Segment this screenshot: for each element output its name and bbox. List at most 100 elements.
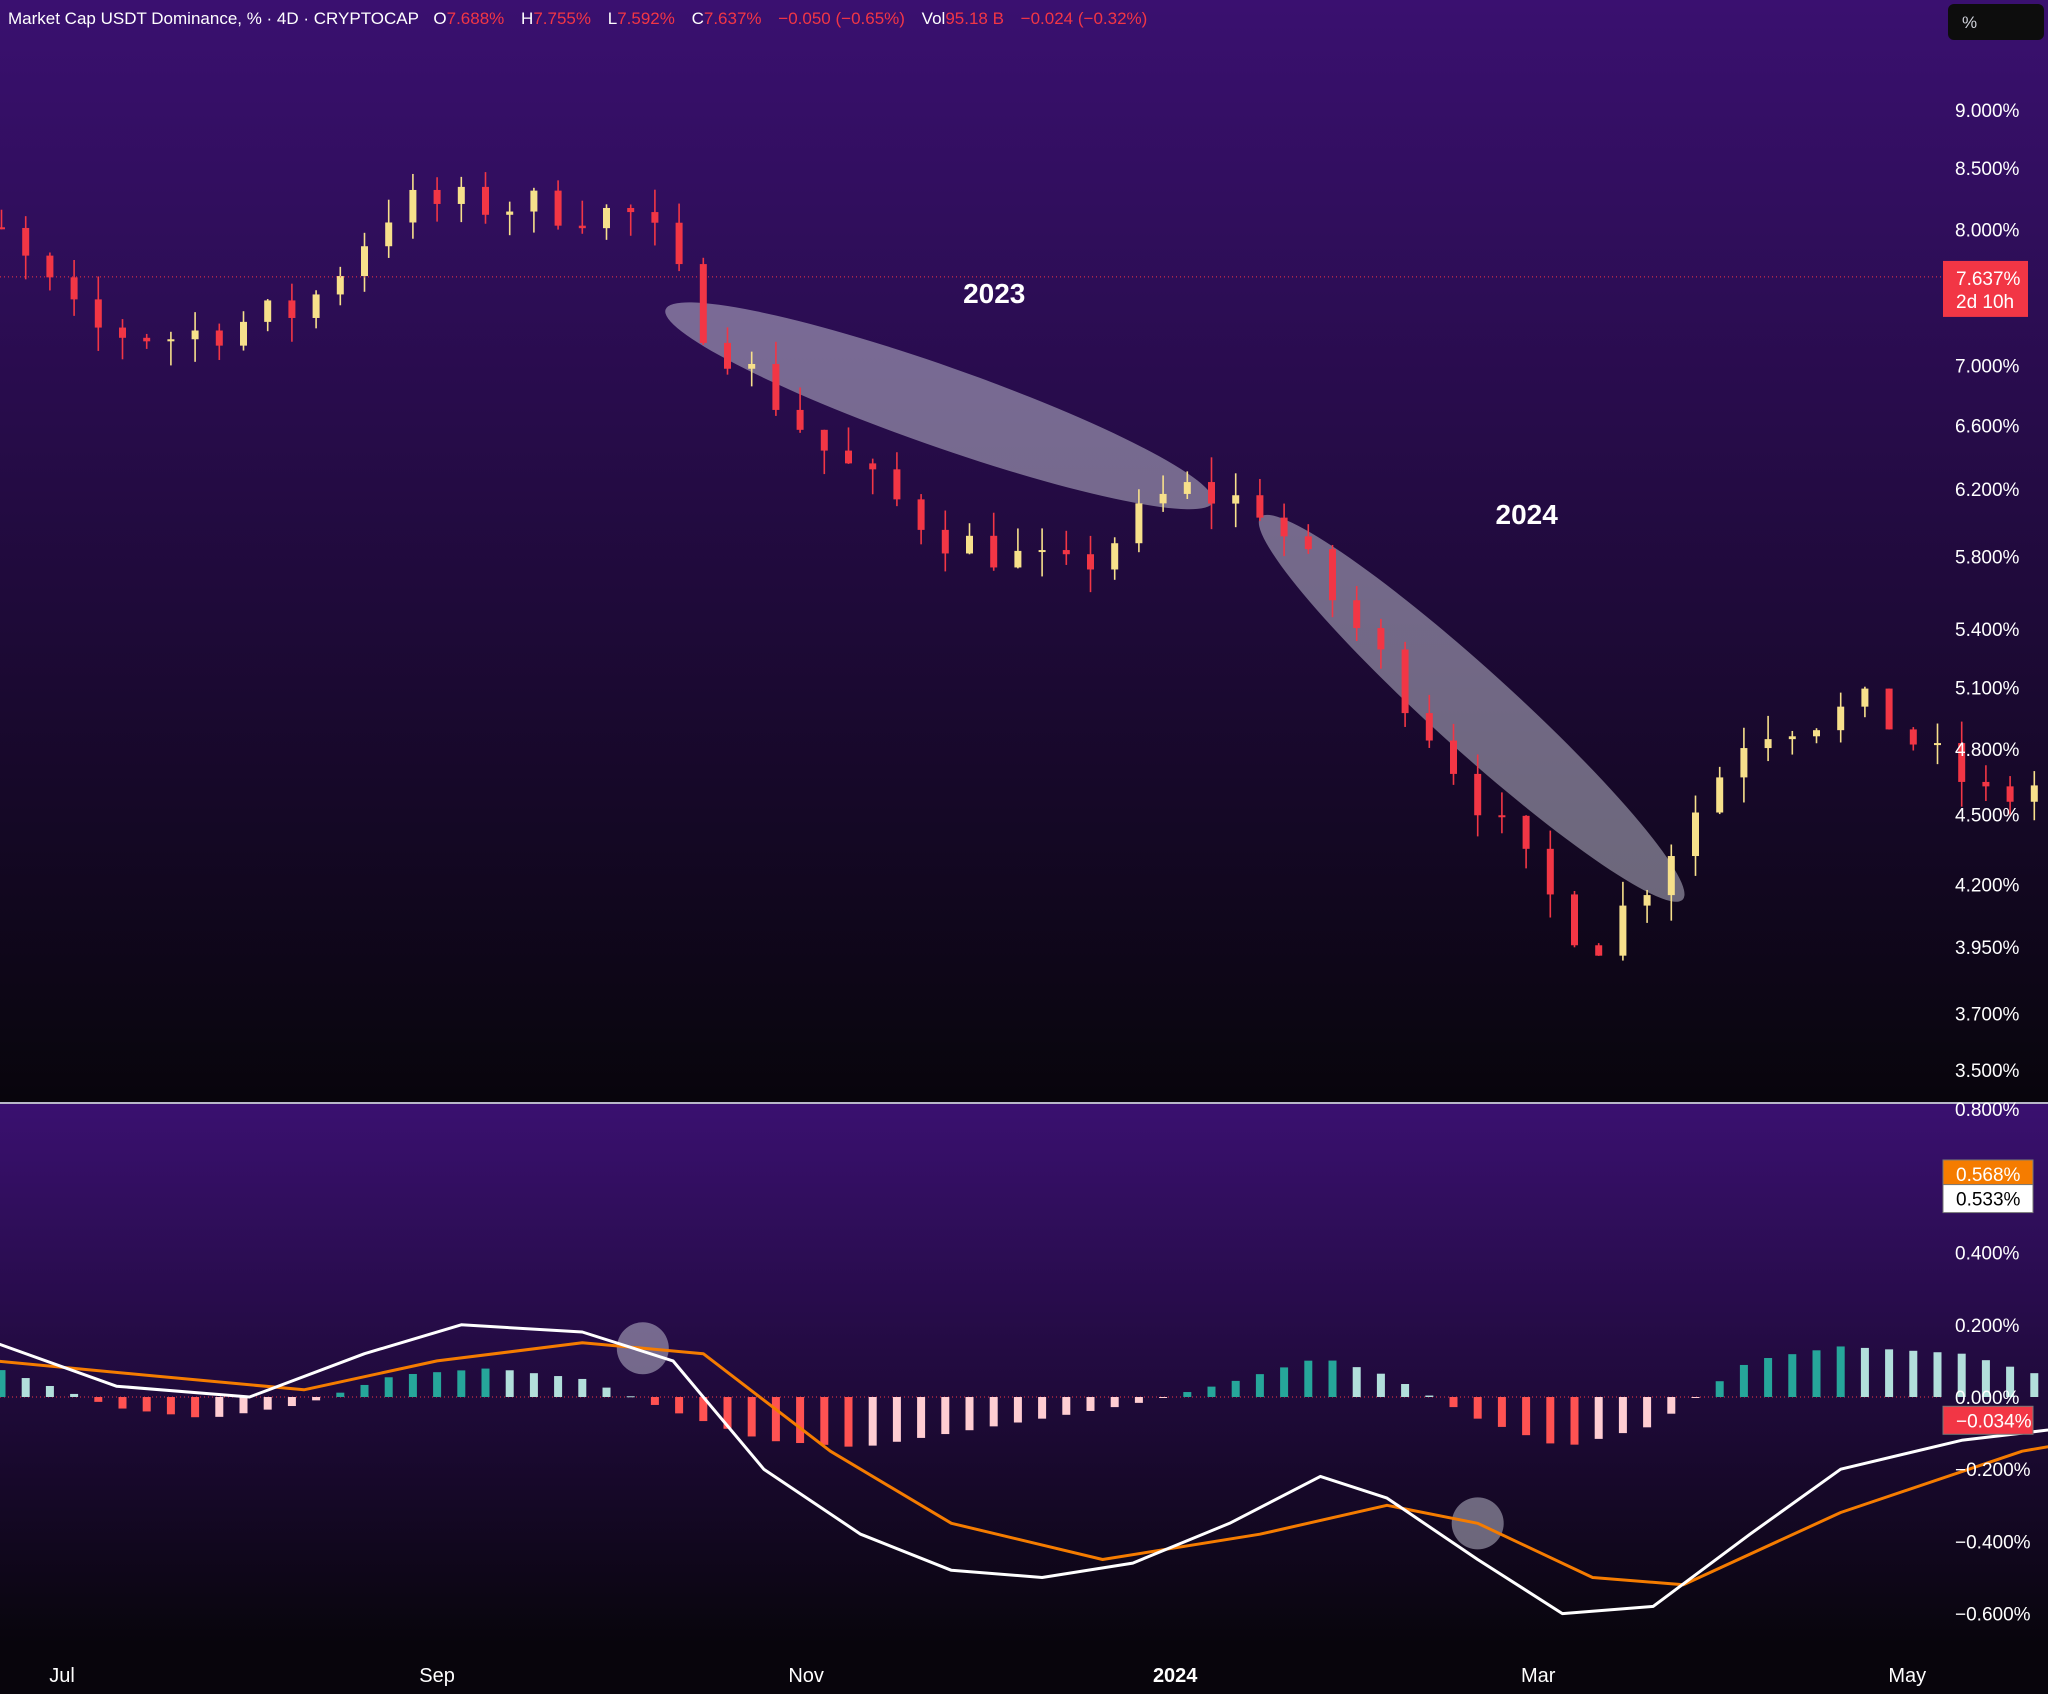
price-axis-tick: 5.100% xyxy=(1955,678,2020,699)
histogram-value-badge: −0.034% xyxy=(1956,1411,2032,1432)
histogram-bar xyxy=(45,1385,54,1397)
histogram-value-badge-bg xyxy=(1942,1405,2034,1435)
histogram-bar xyxy=(1255,1374,1264,1397)
candle-body xyxy=(1353,600,1361,629)
low-value: 7.592% xyxy=(617,9,675,28)
candle-body xyxy=(796,409,804,430)
price-axis-tick: 6.200% xyxy=(1955,480,2020,501)
histogram-bar xyxy=(554,1376,563,1397)
histogram-bar xyxy=(1522,1397,1531,1436)
percent-scale-button[interactable]: % xyxy=(1948,4,2044,40)
histogram-bar xyxy=(965,1397,974,1431)
histogram-bar xyxy=(1618,1397,1627,1434)
histogram-bar xyxy=(287,1397,296,1407)
candle-body xyxy=(1377,628,1385,650)
time-axis-background xyxy=(0,1644,2048,1694)
histogram-bar xyxy=(118,1397,127,1409)
histogram-bar xyxy=(1885,1349,1894,1397)
histogram-bar xyxy=(1957,1353,1966,1397)
histogram-bar xyxy=(1038,1397,1047,1419)
histogram-bar xyxy=(1159,1397,1168,1398)
candle-body xyxy=(1304,536,1312,550)
price-axis-tick: 8.000% xyxy=(1955,221,2020,242)
countdown-label: 2d 10h xyxy=(1956,292,2014,313)
histogram-bar xyxy=(433,1372,442,1397)
candle-body xyxy=(1909,729,1917,745)
time-axis-tick: May xyxy=(1888,1665,1926,1687)
highlight-ellipse xyxy=(665,302,1214,510)
histogram-bar xyxy=(1497,1397,1506,1427)
histogram-bar xyxy=(747,1397,756,1437)
histogram-bar xyxy=(21,1378,30,1397)
candle-body xyxy=(845,450,852,464)
time-axis-tick: Nov xyxy=(788,1665,824,1687)
percent-scale-label: % xyxy=(1962,13,1978,32)
price-axis-tick: 7.000% xyxy=(1955,356,2020,377)
histogram-bar xyxy=(868,1397,877,1446)
price-axis-tick: 3.500% xyxy=(1955,1061,2020,1082)
histogram-bar xyxy=(1594,1397,1603,1439)
macd-axis-tick: −0.200% xyxy=(1955,1460,2031,1481)
volume-value: 95.18 B xyxy=(945,9,1004,28)
macd-value-badge: 0.533% xyxy=(1956,1190,2021,1211)
histogram-bar xyxy=(675,1397,684,1414)
candle-body xyxy=(603,207,610,229)
histogram-bar xyxy=(1715,1381,1724,1397)
histogram-bar xyxy=(1449,1397,1458,1408)
candle-body xyxy=(1498,815,1506,818)
histogram-bar xyxy=(529,1373,538,1397)
candle-body xyxy=(1111,543,1119,570)
histogram-bar xyxy=(1086,1397,1095,1411)
candle-body xyxy=(361,246,368,277)
candle-body xyxy=(433,189,441,204)
candle-body xyxy=(215,330,223,346)
histogram-bar xyxy=(1933,1352,1942,1397)
histogram-bar xyxy=(94,1397,103,1402)
candle-body xyxy=(482,186,489,215)
candle-body xyxy=(167,339,175,342)
volume-label: Vol xyxy=(921,9,946,28)
volume-change: −0.024 (−0.32%) xyxy=(1020,9,1148,28)
histogram-bar xyxy=(1110,1397,1119,1408)
candle-body xyxy=(70,277,78,300)
candle-body xyxy=(1232,495,1240,504)
annotation-label: 2024 xyxy=(1496,499,1559,530)
annotation-label: 2023 xyxy=(963,278,1025,309)
candle-body xyxy=(409,189,417,223)
price-axis-tick: 9.000% xyxy=(1955,101,2020,122)
histogram-bar xyxy=(70,1393,79,1397)
candle-body xyxy=(1159,493,1167,504)
highlight-ellipse xyxy=(1258,514,1685,902)
candle-body xyxy=(627,207,635,213)
histogram-bar xyxy=(1134,1397,1143,1403)
price-axis-tick: 5.800% xyxy=(1955,548,2020,569)
candle-body xyxy=(966,535,973,554)
candle-body xyxy=(1692,812,1699,857)
histogram-bar xyxy=(1473,1397,1482,1419)
candle-body xyxy=(385,222,393,247)
candle-body xyxy=(1764,739,1772,749)
symbol-title[interactable]: Market Cap USDT Dominance, % · 4D · CRYP… xyxy=(8,9,419,28)
candle-body xyxy=(675,222,683,265)
candle-body xyxy=(506,211,514,215)
histogram-bar xyxy=(771,1397,780,1442)
histogram-bar xyxy=(2006,1366,2015,1397)
histogram-bar xyxy=(360,1384,369,1397)
histogram-bar xyxy=(626,1396,635,1398)
histogram-bar xyxy=(2030,1373,2039,1397)
histogram-bar xyxy=(1643,1397,1652,1428)
histogram-bar xyxy=(481,1368,490,1397)
signal-line xyxy=(0,1341,2048,1587)
candle-body xyxy=(94,299,102,328)
histogram-bar xyxy=(917,1397,926,1438)
last-price-label: 7.637% xyxy=(1956,269,2021,290)
price-axis-tick: 8.500% xyxy=(1955,159,2020,180)
candle-body xyxy=(1087,554,1094,570)
candle-body xyxy=(917,499,925,530)
histogram-bar xyxy=(1764,1358,1773,1397)
candle-body xyxy=(457,186,465,204)
histogram-bar xyxy=(796,1397,805,1444)
candle-body xyxy=(820,429,828,451)
price-pane-background xyxy=(0,0,2048,1102)
candle-body xyxy=(1183,482,1191,494)
